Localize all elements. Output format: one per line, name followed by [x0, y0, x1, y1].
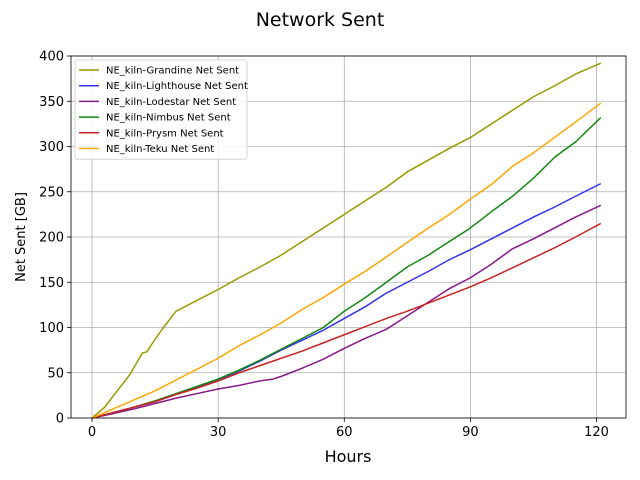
legend: NE_kiln-Grandine Net Sent NE_kiln-Lightho… — [74, 59, 248, 160]
y-axis-label: Net Sent [GB] — [14, 192, 29, 282]
y-tick-label: 100 — [39, 321, 64, 336]
y-tick-label: 400 — [39, 50, 64, 65]
x-tick-label: 90 — [462, 425, 479, 440]
x-axis-label: Hours — [325, 447, 372, 466]
axes-layer: 0 30 60 90 120 0 50 100 150 200 250 300 350 400 — [39, 50, 627, 440]
series-line-1 — [91, 62, 602, 419]
y-tick-label: 50 — [47, 366, 64, 381]
y-tick-label: 0 — [56, 412, 64, 427]
legend-label: NE_kiln-Lodestar Net Sent — [106, 97, 236, 108]
y-tick-label: 250 — [39, 185, 64, 200]
x-tick-label: 0 — [88, 425, 96, 440]
series-line-6 — [91, 102, 602, 419]
series-layer — [91, 62, 602, 419]
y-tick-label: 350 — [39, 95, 64, 110]
plot-frame — [70, 55, 627, 419]
legend-label: NE_kiln-Grandine Net Sent — [106, 66, 239, 77]
legend-label: NE_kiln-Lighthouse Net Sent — [106, 81, 248, 92]
series-line-4 — [91, 117, 602, 419]
series-line-3 — [91, 204, 602, 419]
series-line-2 — [91, 182, 602, 419]
x-tick-label: 60 — [336, 425, 353, 440]
series-line-5 — [91, 222, 602, 419]
legend-box — [74, 59, 248, 160]
legend-label: NE_kiln-Prysm Net Sent — [106, 128, 224, 139]
y-tick-label: 200 — [39, 231, 64, 246]
chart-title: Network Sent — [256, 9, 385, 31]
legend-label: NE_kiln-Teku Net Sent — [106, 144, 214, 155]
y-tick-label: 300 — [39, 140, 64, 155]
x-tick-label: 30 — [210, 425, 227, 440]
y-tick-label: 150 — [39, 276, 64, 291]
legend-label: NE_kiln-Nimbus Net Sent — [106, 113, 231, 124]
x-tick-label: 120 — [584, 425, 609, 440]
